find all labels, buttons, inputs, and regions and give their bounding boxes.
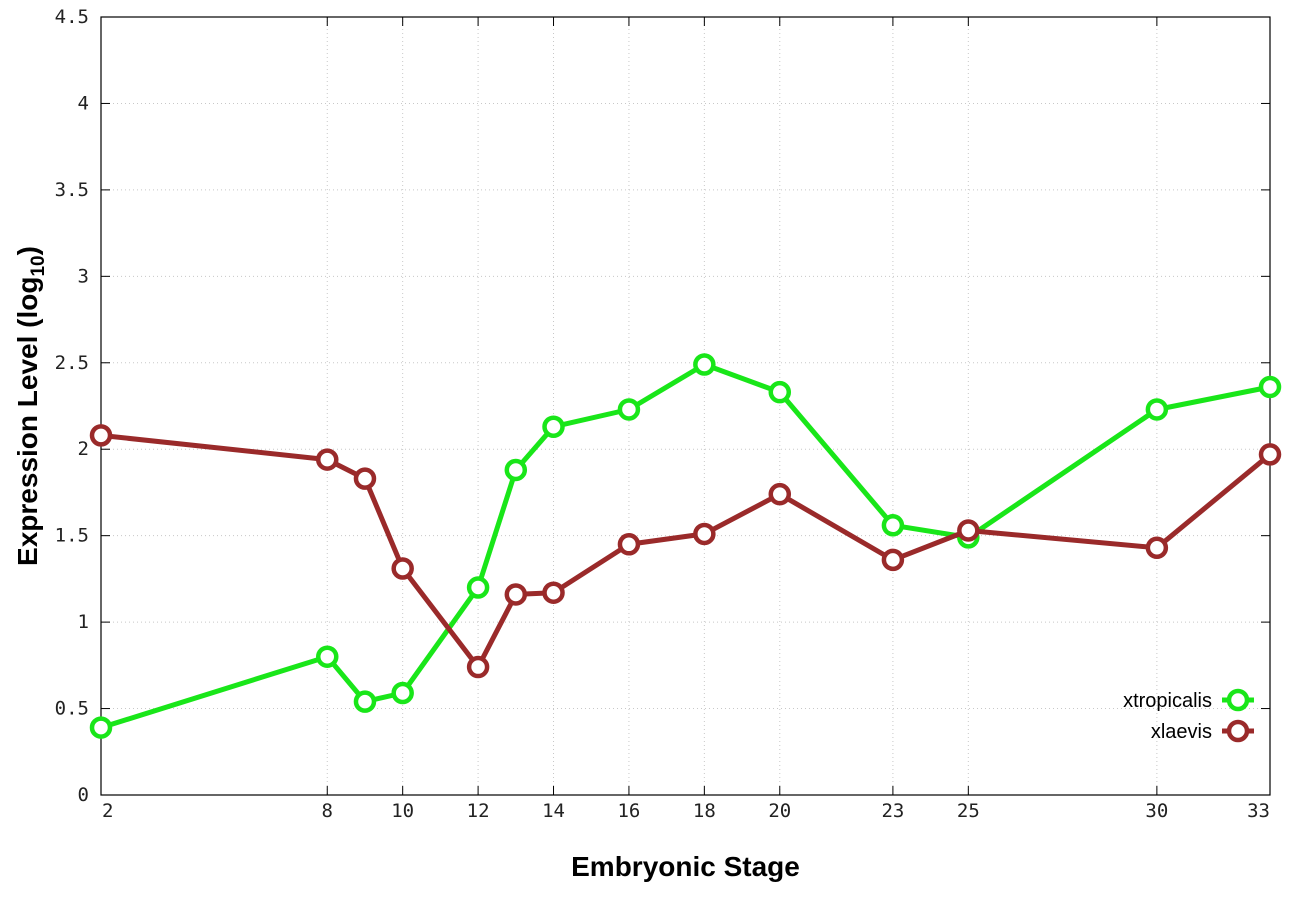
axis-ticks: 0 0.5 1 1.5 2 2.5 3 3.5 4 4.5 2 8 10 12 14 16 18 20 23 25 30… [55, 6, 1271, 822]
legend: xtropicalis xlaevis [1123, 688, 1254, 743]
data-point [353, 467, 377, 490]
data-point [353, 690, 377, 713]
series-line-xlaevis [100, 432, 1272, 670]
x-tick-label: 18 [693, 800, 716, 822]
x-tick-label: 30 [1145, 800, 1168, 822]
data-point [881, 548, 905, 572]
data-point [89, 716, 113, 739]
data-point [316, 645, 339, 668]
y-tick-label: 0.5 [55, 698, 89, 720]
y-axis-title-subscript: 10 [28, 255, 49, 276]
data-point [1258, 443, 1282, 466]
data-point [693, 353, 716, 376]
data-point [1145, 536, 1169, 560]
x-tick-label: 10 [391, 800, 414, 822]
legend-label: xtropicalis [1123, 690, 1212, 712]
x-tick-label: 23 [881, 800, 904, 822]
data-point [1145, 398, 1169, 421]
y-tick-label: 0 [78, 784, 89, 806]
data-point [391, 557, 414, 580]
x-axis-title: Embryonic Stage [571, 851, 800, 882]
y-axis-title-main: Expression Level (log [12, 277, 43, 566]
legend-swatch-marker [1226, 719, 1250, 743]
data-point [504, 583, 528, 606]
series-xlaevis [89, 424, 1282, 679]
x-tick-label: 33 [1247, 800, 1270, 822]
x-tick-label: 14 [542, 800, 565, 822]
data-point [1258, 375, 1282, 399]
data-point [881, 514, 905, 537]
x-tick-label: 2 [102, 800, 113, 822]
y-axis-title-close: ) [12, 246, 43, 255]
data-point [316, 448, 339, 471]
x-tick-label: 12 [467, 800, 490, 822]
y-tick-label: 3.5 [55, 179, 89, 201]
legend-swatch-marker [1226, 688, 1250, 712]
y-tick-label: 2.5 [55, 352, 89, 374]
y-tick-label: 1.5 [55, 525, 89, 547]
x-tick-label: 16 [617, 800, 640, 822]
data-point [542, 415, 565, 438]
x-tick-label: 8 [322, 800, 333, 822]
y-tick-label: 4 [78, 92, 89, 114]
series-line-xtropicalis [100, 362, 1271, 730]
plot-frame [100, 16, 1271, 796]
x-tick-label: 20 [768, 800, 791, 822]
data-point [466, 576, 490, 599]
series-xtropicalis [89, 353, 1282, 739]
x-tick-label: 25 [957, 800, 980, 822]
y-tick-label: 3 [78, 265, 89, 287]
data-point [768, 380, 792, 404]
y-axis-title: Expression Level (log10) [12, 246, 49, 566]
y-tick-label: 4.5 [55, 6, 89, 28]
legend-label: xlaevis [1151, 721, 1212, 743]
series-layer [89, 353, 1282, 739]
data-point [504, 458, 528, 482]
y-tick-label: 1 [78, 611, 89, 633]
y-tick-label: 2 [78, 438, 89, 460]
data-point [542, 581, 565, 604]
data-point [617, 398, 641, 421]
data-point [89, 424, 113, 447]
data-point [391, 681, 414, 705]
data-point [693, 522, 716, 546]
data-point [768, 482, 792, 506]
data-point [466, 655, 490, 679]
data-point [617, 533, 641, 556]
data-point [957, 519, 980, 542]
grid-lines [101, 17, 1270, 795]
